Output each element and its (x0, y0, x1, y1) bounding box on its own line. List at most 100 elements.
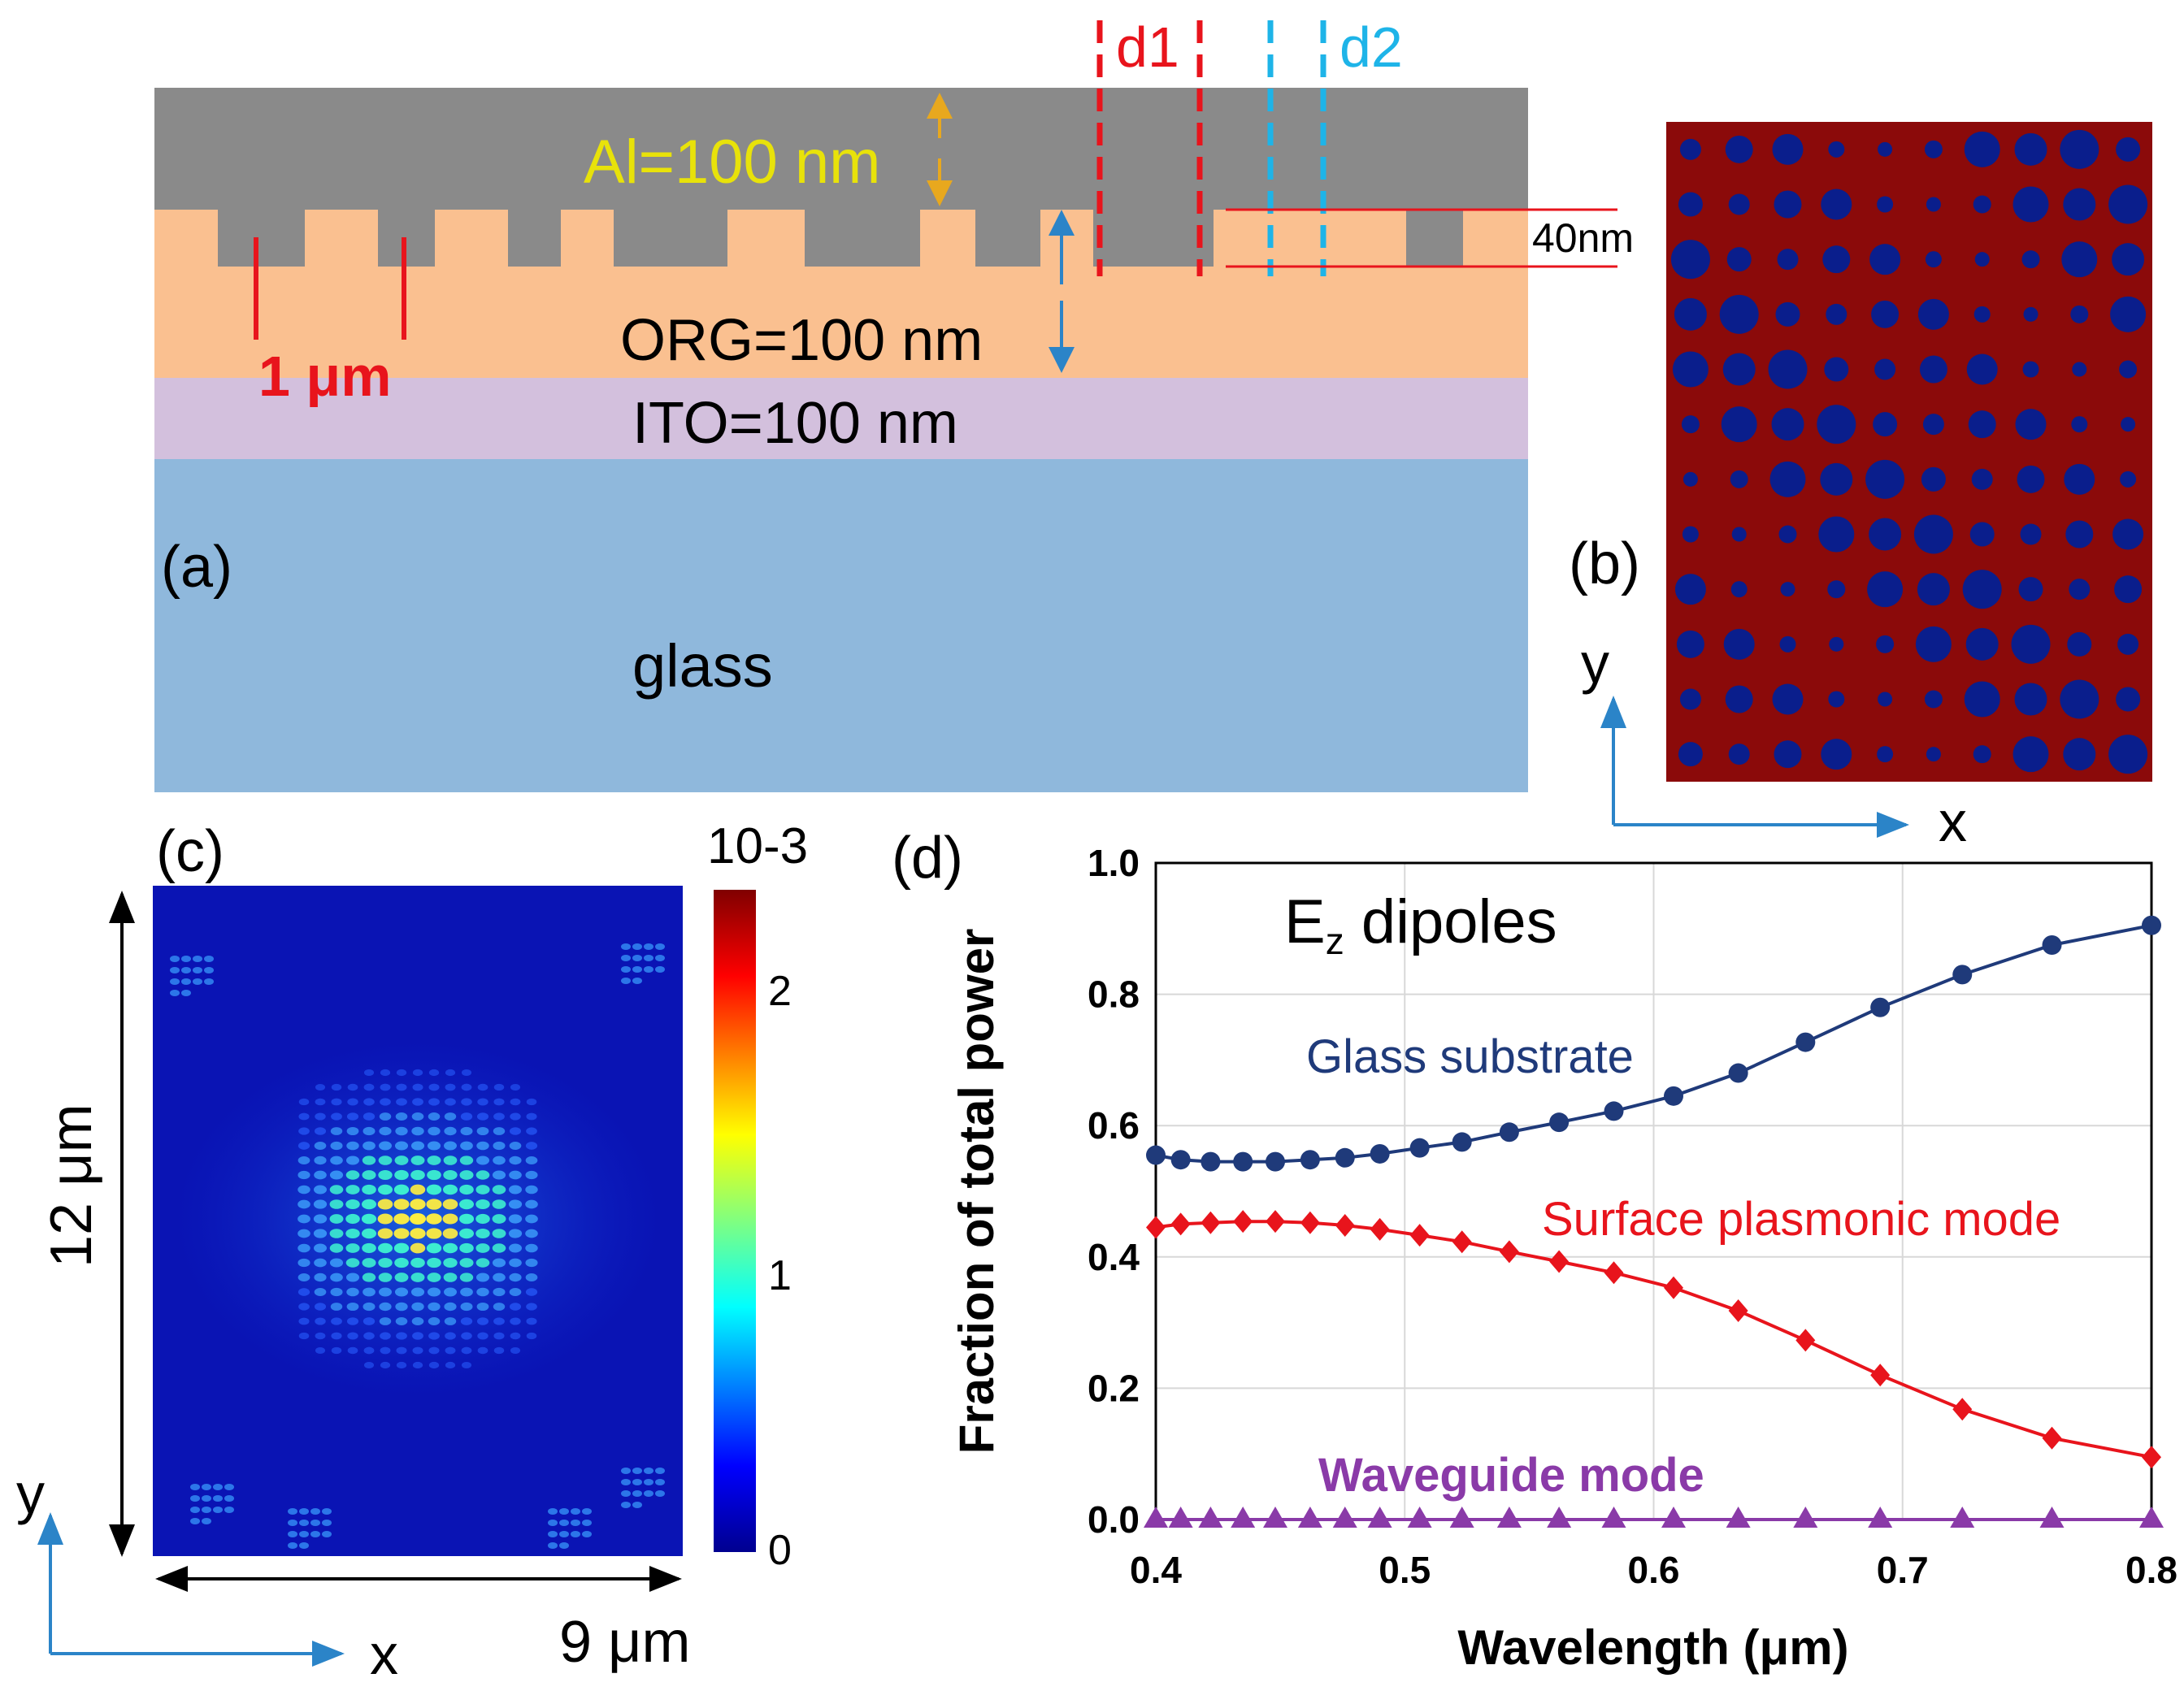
colorbar (714, 890, 756, 1552)
hole (1771, 408, 1804, 441)
hole (1728, 193, 1750, 215)
field-spot (459, 1170, 474, 1180)
field-spot (394, 1287, 409, 1297)
colorbar-tick-0: 0 (768, 1527, 792, 1574)
field-spot (442, 1228, 458, 1239)
data-point (1231, 1507, 1256, 1528)
data-point (1407, 1507, 1432, 1528)
field-spot (526, 1303, 537, 1311)
field-spot (426, 1228, 442, 1239)
field-spot (396, 1361, 407, 1369)
field-spot (476, 1112, 489, 1121)
field-spot (393, 1228, 410, 1239)
field-spot (509, 1170, 522, 1180)
field-spot (297, 1214, 310, 1224)
hole (2116, 137, 2141, 162)
field-spot (313, 1214, 328, 1224)
hole (2017, 465, 2045, 493)
field-spot (525, 1243, 538, 1253)
hole (1772, 683, 1804, 715)
data-point (1367, 1507, 1392, 1528)
field-spot (330, 1141, 343, 1151)
field-spot (410, 1184, 426, 1195)
data-point (1952, 1398, 1973, 1421)
field-spot (509, 1243, 522, 1253)
field-spot (493, 1141, 506, 1151)
field-spot (632, 955, 642, 961)
panel-a: Al=100 nm ORG=100 nm ITO=100 nm glass (a… (154, 15, 1634, 792)
field-spot (322, 1520, 332, 1526)
data-point (2139, 1507, 2164, 1528)
field-spot (393, 1199, 410, 1210)
field-spot (493, 1332, 505, 1340)
field-spot (394, 1141, 409, 1151)
hole (2012, 186, 2049, 223)
field-spot (345, 1213, 360, 1225)
field-spot (322, 1531, 332, 1537)
hole (1968, 410, 1996, 439)
data-point (1452, 1132, 1472, 1152)
field-spot (410, 1141, 425, 1151)
field-spot (315, 1332, 326, 1340)
hole (1820, 462, 1853, 496)
field-spot (510, 1098, 521, 1106)
waveguide-mode-label: Waveguide mode (1318, 1449, 1704, 1502)
data-point (1170, 1150, 1191, 1170)
field-spot (362, 1273, 376, 1282)
field-spot (329, 1243, 344, 1253)
field-spot (571, 1531, 580, 1537)
field-spot (329, 1229, 344, 1238)
field-spot (411, 1317, 424, 1325)
field-spot (315, 1083, 326, 1091)
field-spot (525, 1185, 538, 1195)
field-spot (345, 1258, 360, 1268)
field-spot (475, 1258, 490, 1268)
field-spot (445, 1069, 456, 1077)
data-point (1795, 1329, 1816, 1352)
field-spot (476, 1317, 489, 1325)
hole (1672, 351, 1709, 388)
field-spot (459, 1273, 474, 1282)
field-spot (181, 967, 191, 973)
field-spot (393, 1242, 410, 1254)
hole (1873, 412, 1898, 437)
field-spot (428, 1361, 440, 1369)
field-spot (477, 1332, 488, 1340)
chart-y-label: Fraction of total power (949, 929, 1004, 1455)
field-spot (363, 1112, 376, 1121)
hole (1722, 353, 1756, 386)
panel-c-x-label: x (370, 1623, 398, 1686)
x-tick-label: 0.6 (1628, 1549, 1680, 1591)
field-spot (655, 1468, 665, 1474)
hole (1824, 357, 1849, 382)
field-spot (378, 1257, 393, 1268)
field-spot (363, 1346, 375, 1355)
field-spot (644, 966, 653, 973)
field-spot (347, 1332, 358, 1340)
hole (1726, 247, 1752, 272)
aluminum-layer (154, 88, 1528, 267)
hole (1915, 626, 1952, 662)
data-point (1547, 1507, 1572, 1528)
panel-a-label: (a) (161, 535, 232, 600)
field-spot (363, 1302, 376, 1312)
field-spot (377, 1213, 393, 1225)
field-spot (329, 1170, 344, 1180)
field-spot (170, 956, 180, 962)
field-spot (363, 1287, 376, 1297)
ito-layer (154, 378, 1528, 459)
field-spot (632, 978, 642, 984)
hole (2012, 736, 2049, 773)
hole (1973, 745, 1991, 764)
field-spot (288, 1520, 297, 1526)
y-tick-label: 0.6 (1088, 1104, 1140, 1147)
field-spot (363, 1083, 375, 1091)
field-spot (315, 1317, 326, 1325)
field-spot (297, 1229, 310, 1238)
field-spot (379, 1112, 392, 1121)
hole (2065, 520, 2094, 548)
field-spot (329, 1199, 344, 1209)
hole (1829, 636, 1844, 652)
field-spot (297, 1156, 310, 1165)
